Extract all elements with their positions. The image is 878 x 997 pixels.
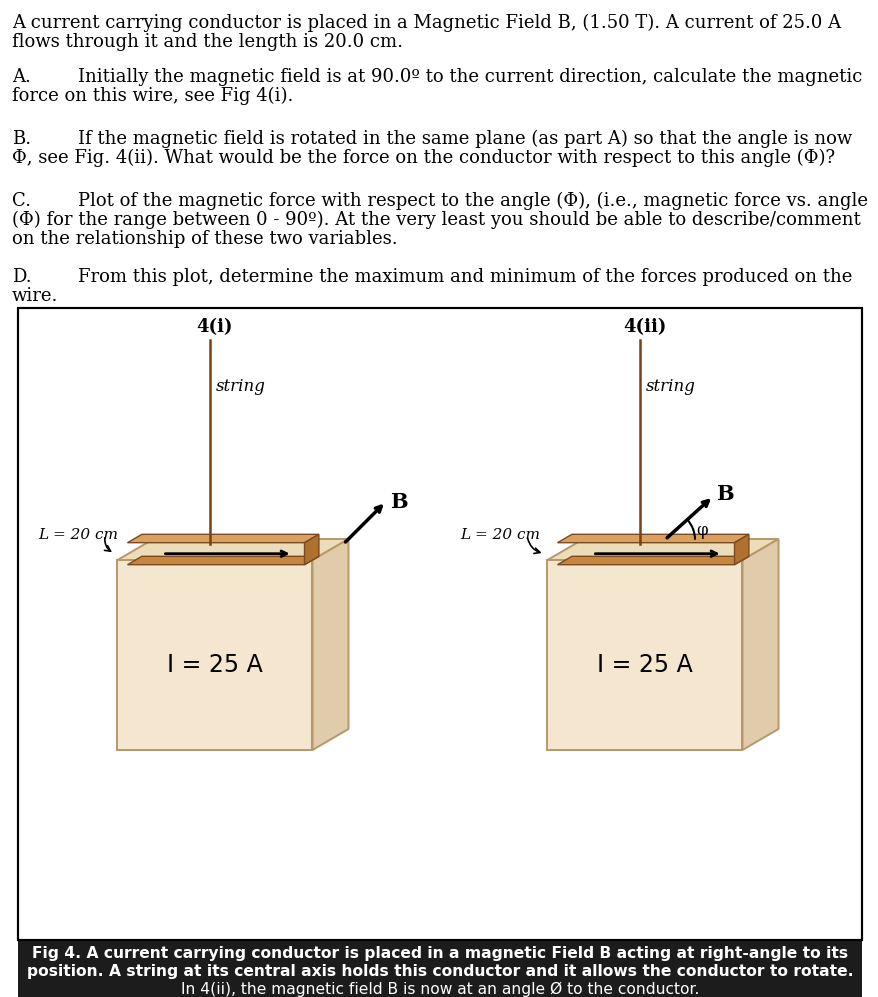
- Text: B.: B.: [12, 130, 31, 148]
- Text: 4(ii): 4(ii): [623, 318, 666, 336]
- Text: I = 25 A: I = 25 A: [596, 653, 692, 677]
- Polygon shape: [547, 539, 778, 560]
- Text: L = 20 cm: L = 20 cm: [38, 528, 118, 542]
- Text: B: B: [716, 485, 733, 504]
- Text: Initially the magnetic field is at 90.0º to the current direction, calculate the: Initially the magnetic field is at 90.0º…: [78, 68, 861, 86]
- Text: I = 25 A: I = 25 A: [167, 653, 263, 677]
- Bar: [18, 308, 861, 940]
- Text: Fig 4. A current carrying conductor is placed in a magnetic Field B acting at ri: Fig 4. A current carrying conductor is p…: [32, 946, 847, 961]
- Polygon shape: [304, 534, 319, 564]
- Text: 4(i): 4(i): [197, 318, 233, 336]
- Text: φ: φ: [695, 522, 707, 539]
- Polygon shape: [547, 560, 742, 750]
- Text: wire.: wire.: [12, 287, 58, 305]
- Text: (Φ) for the range between 0 - 90º). At the very least you should be able to desc: (Φ) for the range between 0 - 90º). At t…: [12, 211, 860, 229]
- Text: A current carrying conductor is placed in a Magnetic Field B, (1.50 T). A curren: A current carrying conductor is placed i…: [12, 14, 840, 32]
- Polygon shape: [118, 539, 348, 560]
- Bar: [18, 940, 861, 997]
- Polygon shape: [742, 539, 778, 750]
- Polygon shape: [557, 556, 748, 564]
- Text: B: B: [390, 492, 407, 511]
- Text: D.: D.: [12, 268, 32, 286]
- Polygon shape: [127, 534, 319, 542]
- Text: string: string: [645, 378, 695, 395]
- Text: C.: C.: [12, 192, 31, 210]
- Text: string: string: [216, 378, 265, 395]
- Text: Φ, see Fig. 4(ii). What would be the force on the conductor with respect to this: Φ, see Fig. 4(ii). What would be the for…: [12, 149, 834, 167]
- Polygon shape: [127, 556, 319, 564]
- Text: flows through it and the length is 20.0 cm.: flows through it and the length is 20.0 …: [12, 33, 402, 51]
- Polygon shape: [557, 534, 748, 542]
- Text: Plot of the magnetic force with respect to the angle (Φ), (i.e., magnetic force : Plot of the magnetic force with respect …: [78, 192, 867, 210]
- Text: From this plot, determine the maximum and minimum of the forces produced on the: From this plot, determine the maximum an…: [78, 268, 852, 286]
- Polygon shape: [118, 560, 313, 750]
- Polygon shape: [313, 539, 348, 750]
- Bar: [18, 308, 861, 940]
- Text: If the magnetic field is rotated in the same plane (as part A) so that the angle: If the magnetic field is rotated in the …: [78, 130, 852, 149]
- Polygon shape: [734, 534, 748, 564]
- Text: position. A string at its central axis holds this conductor and it allows the co: position. A string at its central axis h…: [26, 964, 853, 979]
- Text: In 4(ii), the magnetic field B is now at an angle Ø to the conductor.: In 4(ii), the magnetic field B is now at…: [181, 982, 698, 997]
- Text: A.: A.: [12, 68, 31, 86]
- Text: on the relationship of these two variables.: on the relationship of these two variabl…: [12, 230, 397, 248]
- Text: L = 20 cm: L = 20 cm: [459, 528, 539, 542]
- Text: force on this wire, see Fig 4(i).: force on this wire, see Fig 4(i).: [12, 87, 293, 106]
